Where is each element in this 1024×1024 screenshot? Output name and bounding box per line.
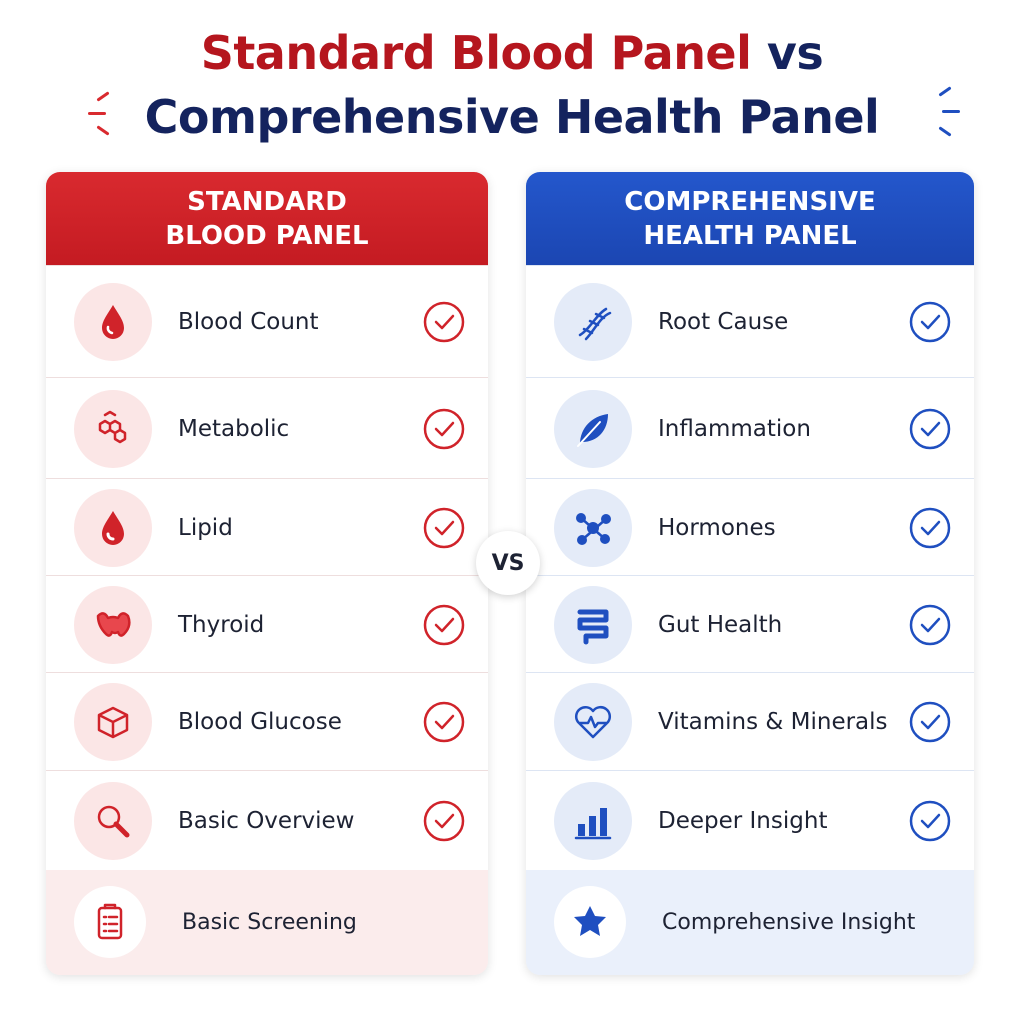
row-label: Gut Health bbox=[658, 611, 783, 638]
row-label: Blood Glucose bbox=[178, 709, 342, 735]
check-mark bbox=[423, 701, 465, 743]
check-mark bbox=[423, 507, 465, 548]
panel-row: Gut Health bbox=[526, 575, 974, 673]
check-mark bbox=[909, 701, 951, 743]
row-label: Vitamins & Minerals bbox=[658, 709, 888, 735]
check-icon bbox=[908, 407, 951, 449]
icon-circle bbox=[554, 389, 632, 468]
check-mark bbox=[909, 507, 951, 548]
icon bbox=[574, 906, 606, 936]
panel-header-line: HEALTH PANEL bbox=[643, 220, 857, 251]
icon bbox=[575, 706, 611, 739]
icon bbox=[576, 512, 611, 545]
check-icon bbox=[908, 603, 951, 645]
panel-header-line: STANDARD bbox=[187, 186, 347, 217]
panel-footer: Basic Screening bbox=[46, 870, 488, 975]
comprehensive-panel: COMPREHENSIVE HEALTH PANEL Root Cause Infla… bbox=[526, 172, 974, 975]
standard-panel: STANDARD BLOOD PANEL Blood Count Metabolic L… bbox=[46, 172, 488, 975]
icon bbox=[578, 307, 612, 341]
panel-row: Inflammation bbox=[526, 377, 974, 479]
panel-row: Deeper Insight bbox=[526, 770, 974, 871]
panel-row: Vitamins & Minerals bbox=[526, 672, 974, 771]
panel-header-line: BLOOD PANEL bbox=[165, 220, 369, 251]
row-label: Inflammation bbox=[658, 415, 811, 442]
check-icon bbox=[908, 799, 951, 842]
icon bbox=[102, 510, 124, 545]
row-label: Thyroid bbox=[178, 611, 265, 638]
decoration bbox=[88, 112, 106, 115]
check-icon bbox=[422, 603, 465, 645]
row-label: Basic Overview bbox=[178, 808, 355, 834]
row-label: Metabolic bbox=[178, 415, 290, 442]
panel-row: Basic Overview bbox=[46, 770, 488, 871]
icon bbox=[97, 706, 129, 739]
check-mark bbox=[423, 301, 465, 343]
row-label: Blood Count bbox=[178, 309, 319, 335]
icon-circle bbox=[74, 585, 152, 664]
icon bbox=[577, 413, 608, 447]
check-mark bbox=[909, 301, 951, 343]
panel-row: Hormones bbox=[526, 478, 974, 576]
icon bbox=[96, 611, 131, 637]
icon-circle bbox=[74, 782, 152, 860]
icon-circle bbox=[74, 389, 152, 468]
panel-header-line: COMPREHENSIVE bbox=[624, 186, 876, 217]
icon-circle bbox=[554, 283, 632, 361]
icon-circle bbox=[74, 488, 152, 567]
footer-label: Comprehensive Insight bbox=[662, 910, 916, 935]
check-mark bbox=[423, 604, 465, 645]
icon bbox=[97, 903, 123, 940]
check-mark bbox=[423, 408, 465, 449]
check-icon bbox=[422, 300, 465, 343]
check-mark bbox=[423, 800, 465, 842]
icon-circle bbox=[74, 886, 146, 958]
icon-circle bbox=[554, 683, 632, 761]
icon-circle bbox=[554, 886, 626, 958]
vs-badge: VS bbox=[476, 531, 540, 595]
check-mark bbox=[909, 408, 951, 449]
icon-circle bbox=[74, 283, 152, 361]
panel-row: Root Cause bbox=[526, 265, 974, 378]
title-text: Standard Blood Panel bbox=[200, 26, 752, 80]
row-label: Root Cause bbox=[658, 309, 789, 335]
check-mark bbox=[909, 800, 951, 842]
icon-circle bbox=[554, 585, 632, 664]
icon bbox=[574, 808, 612, 840]
title-vs: vs bbox=[766, 26, 824, 80]
panel-header: STANDARD BLOOD PANEL bbox=[46, 172, 488, 265]
icon-circle bbox=[74, 683, 152, 761]
icon-circle bbox=[554, 782, 632, 860]
icon bbox=[102, 305, 124, 339]
panel-header: COMPREHENSIVE HEALTH PANEL bbox=[526, 172, 974, 265]
title-line-2: Comprehensive Health Panel bbox=[144, 90, 880, 144]
check-mark bbox=[909, 604, 951, 645]
panel-footer: Comprehensive Insight bbox=[526, 870, 974, 975]
check-icon bbox=[908, 700, 951, 743]
row-label: Lipid bbox=[178, 514, 233, 541]
panel-row: Blood Count bbox=[46, 265, 488, 378]
panel-row: Blood Glucose bbox=[46, 672, 488, 771]
panel-row: Metabolic bbox=[46, 377, 488, 479]
check-icon bbox=[422, 700, 465, 743]
icon bbox=[577, 609, 609, 644]
decoration bbox=[942, 110, 960, 113]
check-icon bbox=[422, 506, 465, 548]
check-icon bbox=[422, 799, 465, 842]
check-icon bbox=[908, 300, 951, 343]
panel-row: Thyroid bbox=[46, 575, 488, 673]
footer-label: Basic Screening bbox=[182, 910, 357, 935]
title-line-1: Standard Blood Panel vs bbox=[0, 26, 1024, 80]
row-label: Deeper Insight bbox=[658, 808, 828, 834]
panel-row: Lipid bbox=[46, 478, 488, 576]
icon bbox=[97, 805, 130, 838]
icon bbox=[98, 410, 127, 443]
row-label: Hormones bbox=[658, 514, 776, 541]
check-icon bbox=[908, 506, 951, 548]
icon-circle bbox=[554, 488, 632, 567]
check-icon bbox=[422, 407, 465, 449]
